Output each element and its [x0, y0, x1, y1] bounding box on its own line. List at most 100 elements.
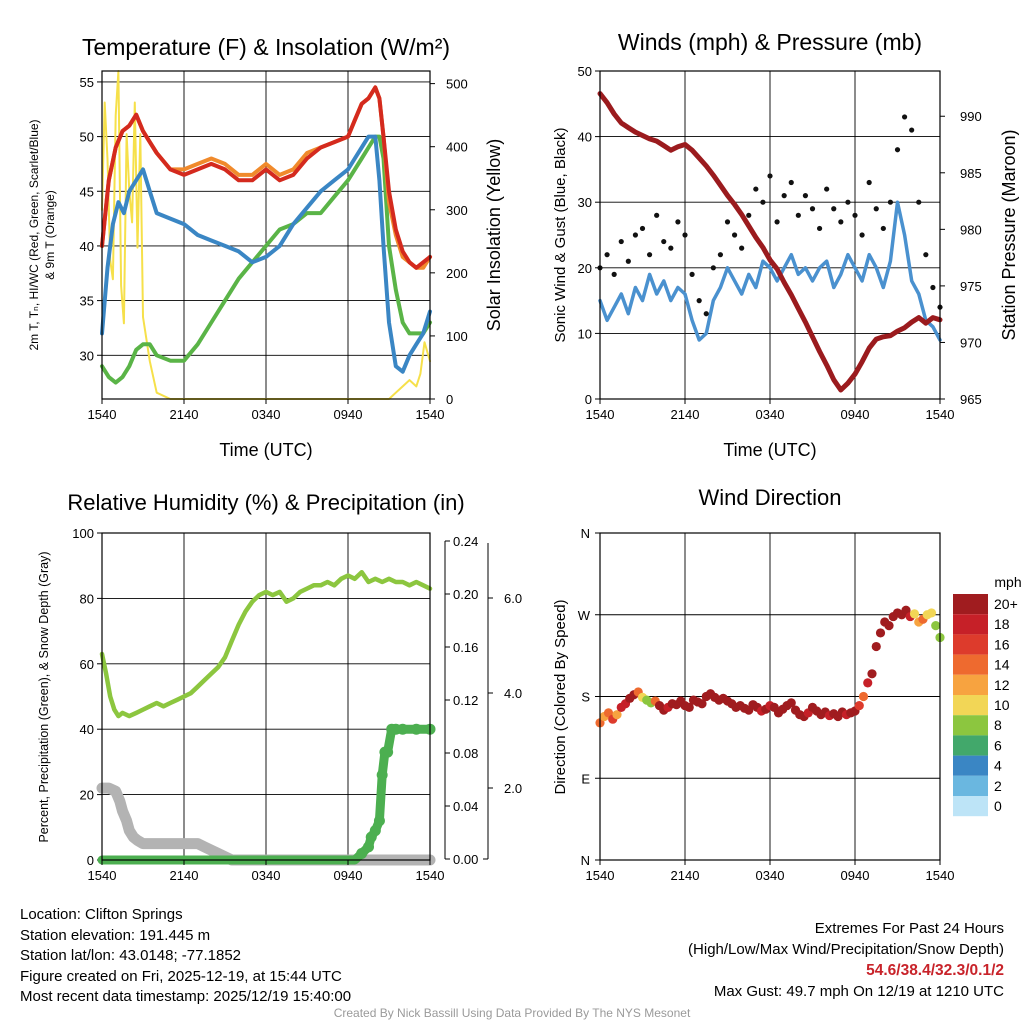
winds-series-sonic-gust-point	[909, 127, 915, 133]
winds-chart-title: Winds (mph) & Pressure (mb)	[618, 29, 922, 55]
wdir-x-tick-label: 1540	[926, 868, 955, 883]
wdir-left-tick-label: E	[581, 771, 590, 786]
wdir-legend-swatch	[953, 735, 988, 756]
extremes-values: 54.6/38.4/32.3/0.1/2	[866, 962, 1004, 979]
snow-axis-tick-label: 6.0	[504, 591, 522, 606]
winds-y-axis-label-left: Sonic Wind & Gust (Blue, Black)	[552, 127, 569, 342]
wdir-point	[684, 702, 694, 713]
winds-series-sonic-gust-point	[731, 232, 738, 238]
winds-series-sonic-gust-point	[625, 258, 631, 264]
winds-series-sonic-gust-point	[646, 252, 653, 258]
rh-left-tick-label: 100	[72, 526, 94, 541]
rh-series-precipitation-point	[356, 847, 368, 859]
wdir-chart-title: Wind Direction	[698, 485, 841, 510]
rh-x-tick-label: 1540	[88, 868, 117, 883]
extremes-legend: (High/Low/Max Wind/Precipitation/Snow De…	[688, 941, 1004, 958]
wdir-x-tick-label: 2140	[671, 868, 700, 883]
winds-series-sonic-gust-point	[923, 252, 929, 258]
temp-series-dew-point	[100, 134, 432, 385]
winds-series-sonic-gust-point	[746, 212, 752, 218]
winds-series-sonic-gust-point	[724, 219, 731, 225]
temp-left-tick-label: 45	[80, 184, 94, 199]
rh-left-tick-label: 20	[80, 788, 94, 803]
rh-series-precipitation-point	[410, 723, 422, 735]
winds-series-sonic-gust-point	[930, 284, 936, 291]
temp-right-tick-label: 200	[446, 266, 468, 281]
temp-x-tick-label: 0940	[334, 407, 363, 422]
temp-y-axis-label-right: Solar Insolation (Yellow)	[484, 139, 504, 331]
winds-series-sonic-gust-point	[661, 238, 667, 245]
temp-right-tick-label: 400	[446, 140, 468, 155]
precip-axis-tick-label: 0.20	[453, 587, 478, 602]
temp-right-tick-label: 300	[446, 203, 468, 218]
winds-series-sonic-gust-point	[611, 271, 617, 277]
winds-x-tick-label: 2140	[671, 407, 700, 422]
winds-left-tick-label: 50	[578, 64, 592, 79]
precip-axis-tick-label: 0.04	[453, 799, 478, 814]
precip-axis-tick-label: 0.00	[453, 852, 478, 867]
winds-series-sonic-gust-point	[838, 219, 844, 225]
winds-left-tick-label: 10	[578, 326, 592, 341]
wdir-legend-swatch	[953, 594, 988, 615]
winds-series-sonic-gust-point	[809, 206, 816, 212]
rh-series-precipitation-point	[363, 841, 374, 853]
winds-series-sonic-gust-point	[831, 206, 837, 212]
max-gust: Max Gust: 49.7 mph On 12/19 at 1210 UTC	[713, 983, 1004, 1000]
station-location: Location: Clifton Springs	[20, 906, 183, 923]
wdir-point	[612, 710, 622, 720]
station-info: Location: Clifton Springs Station elevat…	[20, 905, 351, 1008]
winds-series-sonic-gust-point	[901, 114, 908, 120]
winds-x-tick-label: 0340	[756, 407, 785, 422]
wdir-legend-title: mph	[994, 574, 1021, 590]
winds-right-tick-label: 965	[960, 392, 982, 407]
wdir-legend-swatch	[953, 634, 988, 655]
wdir-x-tick-label: 0340	[756, 868, 785, 883]
precip-axis-tick-label: 0.08	[453, 746, 478, 761]
winds-series-sonic-gust-point	[781, 193, 787, 199]
winds-series-sonic-gust-point	[916, 199, 922, 205]
winds-series-sonic-gust-point	[682, 232, 688, 238]
winds-left-tick-label: 30	[578, 195, 592, 210]
precip-axis-tick-label: 0.16	[453, 640, 478, 655]
winds-series-sonic-gust-point	[873, 206, 879, 212]
winds-x-axis-label: Time (UTC)	[723, 440, 816, 460]
winds-series-sonic-gust-point	[774, 219, 780, 225]
temp-x-tick-label: 1540	[88, 407, 117, 422]
winds-series-sonic-gust-point	[880, 225, 886, 232]
temp-x-tick-label: 1540	[416, 407, 445, 422]
wdir-point	[867, 669, 877, 679]
temp-right-tick-label: 100	[446, 329, 468, 344]
rh-left-tick-label: 40	[80, 722, 94, 737]
extremes-panel: Extremes For Past 24 Hours (High/Low/Max…	[688, 918, 1004, 1002]
wdir-legend-label: 16	[994, 636, 1010, 652]
winds-series-sonic-gust-point	[703, 311, 709, 317]
winds-series-sonic-gust-point	[710, 265, 716, 271]
winds-series-sonic-gust-point	[760, 199, 766, 205]
temp-series-heat-index-wind-chill	[100, 134, 432, 374]
recent-timestamp: Most recent data timestamp: 2025/12/19 1…	[20, 988, 352, 1005]
rh-series-precipitation-point	[369, 825, 381, 837]
temp-series-solar-insolation	[101, 70, 431, 400]
winds-series-sonic-gust-point	[824, 186, 830, 192]
wdir-point	[871, 641, 881, 652]
wdir-legend-swatch	[953, 755, 988, 776]
winds-series-sonic-wind	[598, 200, 942, 342]
wdir-point	[875, 628, 886, 638]
extremes-title: Extremes For Past 24 Hours	[814, 920, 1004, 937]
wdir-legend-swatch	[953, 796, 988, 817]
temp-right-tick-label: 0	[446, 392, 453, 407]
wdir-legend-label: 14	[994, 657, 1010, 673]
winds-series-sonic-gust-point	[668, 245, 674, 251]
rh-x-tick-label: 2140	[170, 868, 199, 883]
winds-y-axis-label-right: Station Pressure (Maroon)	[999, 129, 1019, 340]
winds-x-tick-label: 1540	[586, 407, 615, 422]
winds-series-sonic-gust-point	[604, 252, 610, 258]
rh-left-tick-label: 0	[87, 853, 94, 868]
winds-right-tick-label: 985	[960, 166, 982, 181]
wdir-legend-swatch	[953, 674, 988, 695]
temp-x-axis-label: Time (UTC)	[219, 440, 312, 460]
winds-series-sonic-gust-point	[717, 252, 724, 258]
station-latlon: Station lat/lon: 43.0148; -77.1852	[20, 947, 242, 964]
rh-x-tick-label: 1540	[416, 868, 445, 883]
wdir-point	[854, 700, 864, 711]
